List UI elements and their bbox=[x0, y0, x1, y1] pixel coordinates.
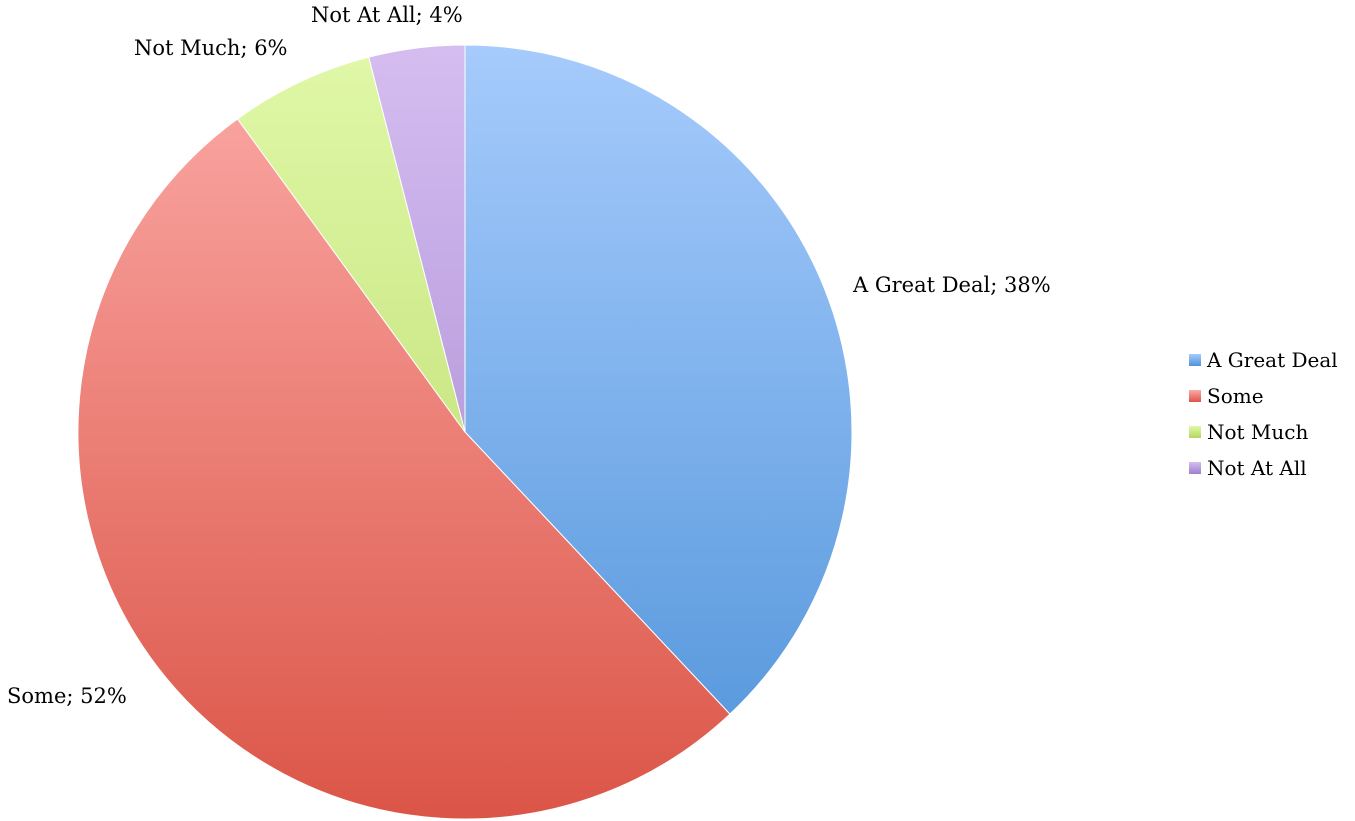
pie-slice-not-much bbox=[236, 56, 466, 433]
legend-label-a-great-deal: A Great Deal bbox=[1207, 348, 1338, 372]
data-label-not-at-all: Not At All; 4% bbox=[311, 3, 463, 27]
legend-swatch-some bbox=[1189, 390, 1201, 402]
legend-item-not-much: Not Much bbox=[1189, 419, 1338, 445]
legend-swatch-not-at-all bbox=[1189, 462, 1201, 474]
chart-legend: A Great Deal Some Not Much Not At All bbox=[1189, 347, 1338, 481]
pie-slices bbox=[77, 44, 853, 820]
legend-item-a-great-deal: A Great Deal bbox=[1189, 347, 1338, 373]
legend-swatch-a-great-deal bbox=[1189, 354, 1201, 366]
pie-slice-not-at-all bbox=[368, 44, 466, 433]
data-label-a-great-deal: A Great Deal; 38% bbox=[852, 273, 1051, 297]
pie-slice-some bbox=[77, 118, 731, 820]
pie-data-labels: A Great Deal; 38% Some; 52% Not Much; 6% No… bbox=[7, 3, 1051, 708]
data-label-not-much: Not Much; 6% bbox=[134, 36, 288, 60]
legend-item-not-at-all: Not At All bbox=[1189, 455, 1338, 481]
pie-slice-a-great-deal bbox=[464, 44, 853, 715]
legend-item-some: Some bbox=[1189, 383, 1338, 409]
legend-swatch-not-much bbox=[1189, 426, 1201, 438]
legend-label-not-much: Not Much bbox=[1207, 420, 1309, 444]
legend-label-not-at-all: Not At All bbox=[1207, 456, 1307, 480]
data-label-some: Some; 52% bbox=[7, 684, 127, 708]
legend-label-some: Some bbox=[1207, 384, 1264, 408]
